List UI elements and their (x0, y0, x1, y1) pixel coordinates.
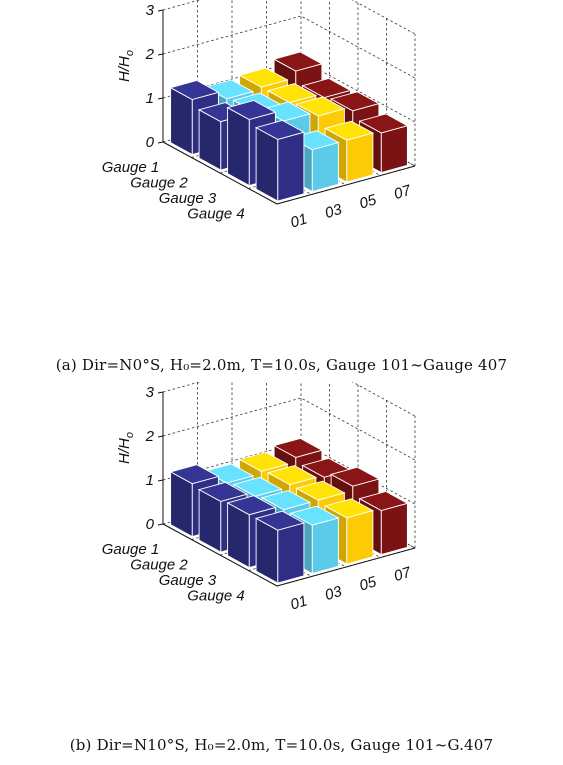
bar-top-face (169, 464, 220, 485)
bar-top-face (260, 490, 312, 511)
z-tick-label: 3 (146, 384, 155, 401)
column-tick-label: 01 (288, 210, 309, 231)
row-tick-label: Gauge 3 (159, 572, 217, 589)
bars (169, 51, 409, 202)
bar-front-face (346, 510, 374, 565)
row-tick-label: Gauge 1 (102, 159, 160, 176)
bar-top-face (272, 437, 324, 458)
chart-panel-a: 0 1 2 3 H/Ho Gauge 1 Gauge 2 Gauge 3 Gauge 4 01 03… (0, 0, 563, 382)
bar-top-face (266, 465, 318, 486)
grid-line (162, 0, 416, 35)
bar-front-face (311, 517, 339, 575)
z-tick (157, 53, 164, 56)
z-tick (157, 97, 164, 100)
bar-side-face (227, 106, 250, 187)
column-tick-label: 05 (357, 573, 379, 594)
bar-front-face (380, 125, 408, 174)
bar-top-face (226, 495, 277, 516)
bar-top-face (329, 91, 381, 112)
bars (169, 437, 409, 584)
z-tick-label: 0 (146, 516, 155, 533)
bar-top-face (260, 101, 312, 122)
bar-top-face (272, 51, 324, 72)
column-tick-label: 01 (288, 592, 309, 613)
z-tick-label: 1 (146, 472, 154, 489)
bar-top-face (238, 67, 289, 88)
bar-front-face (346, 132, 374, 183)
bar-top-face (329, 466, 381, 487)
bar-top-face (358, 491, 409, 511)
z-tick (157, 435, 164, 438)
z-axis-label: H/Ho (116, 432, 136, 464)
bar-top-face (232, 476, 283, 497)
bar-top-face (295, 480, 346, 501)
z-tick (157, 9, 164, 12)
row-tick-label: Gauge 4 (187, 205, 245, 222)
bar-top-face (289, 505, 340, 526)
row-tick-label: Gauge 1 (102, 541, 160, 558)
column-tick-label: 03 (323, 201, 345, 222)
bar-top-face (197, 481, 249, 502)
z-tick (157, 141, 164, 144)
bar-top-face (254, 510, 306, 531)
bar-top-face (203, 463, 255, 484)
bar-top-face (323, 498, 375, 519)
bar-top-face (169, 80, 220, 100)
z-axis-label-main: H/H (116, 56, 133, 82)
column-tick-label: 07 (392, 182, 414, 203)
bar-top-face (238, 451, 289, 472)
row-axis (162, 523, 278, 587)
bar-front-face (380, 502, 408, 556)
row-tick-label: Gauge 2 (130, 174, 188, 191)
column-tick-label: 03 (323, 583, 345, 604)
column-axis (276, 165, 416, 205)
caption-a: (a) Dir=N0°S, H₀=2.0m, T=10.0s, Gauge 10… (55, 356, 508, 374)
bar-front-face (277, 522, 305, 584)
z-axis-label-sub: o (124, 432, 136, 438)
z-tick-label: 1 (146, 90, 154, 107)
column-axis (276, 547, 416, 587)
column-tick-label: 07 (392, 564, 414, 585)
z-tick (157, 523, 164, 526)
bar-top-face (295, 96, 346, 117)
z-tick-label: 2 (145, 46, 155, 63)
z-tick-label: 2 (145, 428, 155, 445)
z-tick (157, 391, 164, 394)
bar-top-face (266, 83, 318, 104)
bar-top-face (254, 119, 306, 140)
bar (254, 510, 306, 584)
row-axis (162, 141, 278, 205)
z-axis-label-sub: o (124, 50, 136, 56)
z-axis-label-main: H/H (116, 438, 133, 464)
bar-top-face (301, 78, 352, 98)
chart-panel-b: 0 1 2 3 H/Ho Gauge 1 Gauge 2 Gauge 3 Gauge 4 01 03… (0, 382, 563, 765)
grid-line (162, 382, 416, 417)
bar (254, 119, 306, 202)
row-tick-label: Gauge 3 (159, 190, 217, 207)
z-axis-label: H/Ho (116, 50, 136, 82)
bar-top-face (323, 120, 375, 141)
bar-front-face (311, 141, 339, 193)
bar-top-face (226, 100, 277, 120)
bar-top-face (203, 79, 255, 100)
z-tick-label: 0 (146, 134, 155, 151)
row-tick-label: Gauge 4 (187, 587, 245, 604)
bar-side-face (255, 126, 279, 202)
bar-top-face (358, 113, 409, 134)
column-tick-label: 05 (357, 191, 379, 212)
z-tick (157, 479, 164, 482)
z-tick-label: 3 (146, 2, 155, 19)
row-tick-label: Gauge 2 (130, 556, 188, 573)
bar-front-face (277, 131, 305, 202)
caption-b: (b) Dir=N10°S, H₀=2.0m, T=10.0s, Gauge 1… (69, 736, 494, 754)
